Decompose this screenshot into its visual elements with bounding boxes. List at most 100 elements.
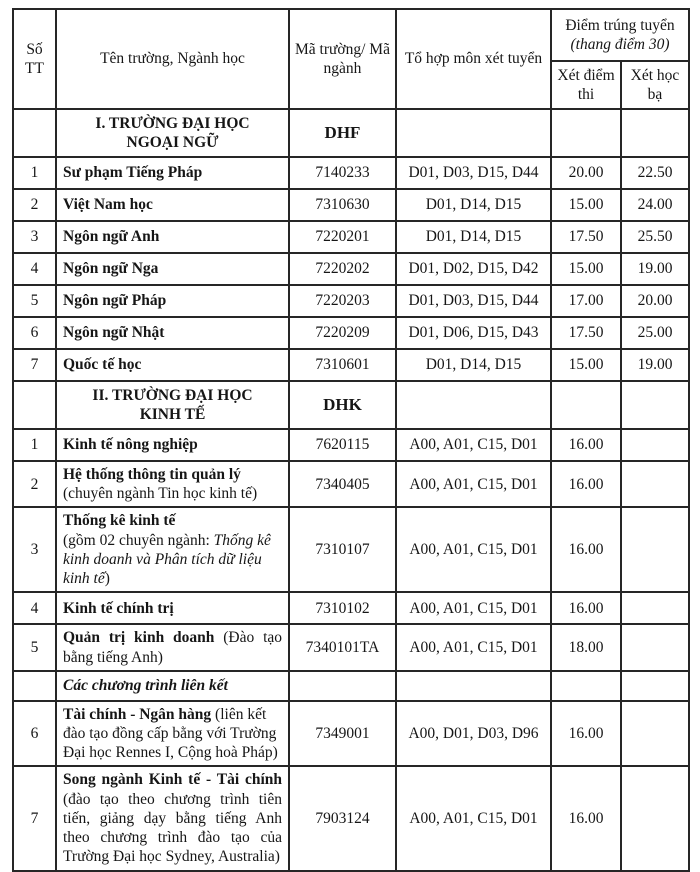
name-cell: Quốc tế học xyxy=(55,348,290,382)
transcript-score-cell: 20.00 xyxy=(620,284,690,318)
combo-cell: A00, A01, C15, D01 xyxy=(395,428,552,462)
code-cell: 7903124 xyxy=(288,765,397,872)
transcript-score-cell: 24.00 xyxy=(620,188,690,222)
name-segment: Ngôn ngữ Nga xyxy=(63,260,159,278)
stt-cell: 4 xyxy=(12,252,57,286)
transcript-score-cell: 25.50 xyxy=(620,220,690,254)
table-row: 4 Kinh tế chính trị 7310102 A00, A01, C15, … xyxy=(12,591,690,626)
table-row: 7 Song ngành Kinh tế - Tài chính (đào tạo… xyxy=(12,765,690,872)
stt-cell: 6 xyxy=(12,316,57,350)
header-score-transcript: Xét học bạ xyxy=(620,60,690,110)
transcript-score-cell xyxy=(620,699,690,768)
code-cell: 7310601 xyxy=(288,348,397,382)
combo-cell: A00, A01, C15, D01 xyxy=(395,623,552,672)
name-cell: Kinh tế nông nghiệp xyxy=(55,428,290,462)
header-score-sub: (thang điểm 30) xyxy=(570,36,670,53)
stt-cell: 6 xyxy=(12,699,57,768)
name-cell: Thống kê kinh tế (gồm 02 chuyên ngành: T… xyxy=(55,506,290,594)
table-row: 4 Ngôn ngữ Nga 7220202 D01, D02, D15, D42 15… xyxy=(12,252,690,286)
code-cell: 7340405 xyxy=(288,459,397,509)
transcript-score-cell xyxy=(620,669,690,702)
exam-score-cell: 15.00 xyxy=(550,348,622,382)
stt-cell: 1 xyxy=(12,428,57,462)
stt-cell: 2 xyxy=(12,459,57,509)
transcript-score-cell xyxy=(620,506,690,594)
name-cell: Kinh tế chính trị xyxy=(55,591,290,626)
combo-cell: D01, D03, D15, D44 xyxy=(395,156,552,190)
code-cell: 7220209 xyxy=(288,316,397,350)
combo-cell: A00, A01, C15, D01 xyxy=(395,591,552,626)
stt-cell: 7 xyxy=(12,765,57,872)
header-combo: Tổ hợp môn xét tuyển xyxy=(395,8,552,110)
code-cell xyxy=(288,669,397,702)
exam-score-cell: 17.50 xyxy=(550,316,622,350)
combo-cell: D01, D14, D15 xyxy=(395,348,552,382)
header-row-sub: Xét điểm thi Xét học bạ xyxy=(13,60,690,110)
table-row: 3 Ngôn ngữ Anh 7220201 D01, D14, D15 17.50 25… xyxy=(12,220,690,254)
exam-score-cell xyxy=(550,108,622,158)
name-cell: Song ngành Kinh tế - Tài chính (đào tạo … xyxy=(55,765,290,872)
name-cell: Việt Nam học xyxy=(55,188,290,222)
table-row: 6 Tài chính - Ngân hàng (liên kết đào tạo… xyxy=(12,699,690,768)
transcript-score-cell: 19.00 xyxy=(620,252,690,286)
section-code-cell: DHF xyxy=(288,108,397,158)
code-cell: 7310630 xyxy=(288,188,397,222)
combo-cell xyxy=(395,108,552,158)
table-row: 5 Quản trị kinh doanh (Đào tạo bằng tiếng… xyxy=(12,623,690,672)
name-cell: Ngôn ngữ Pháp xyxy=(55,284,290,318)
exam-score-cell xyxy=(550,380,622,430)
exam-score-cell: 20.00 xyxy=(550,156,622,190)
table-row: 2 Việt Nam học 7310630 D01, D14, D15 15.00 24… xyxy=(12,188,690,222)
stt-cell: 3 xyxy=(12,220,57,254)
name-segment: (gồm 02 chuyên ngành: xyxy=(63,531,214,549)
name-segment: Tài chính - Ngân hàng xyxy=(63,705,212,723)
name-segment: Việt Nam học xyxy=(63,196,153,214)
header-score-exam: Xét điểm thi xyxy=(550,60,622,110)
transcript-score-cell xyxy=(620,591,690,626)
exam-score-cell xyxy=(550,669,622,702)
stt-cell: 5 xyxy=(12,284,57,318)
table-header: Số TT Tên trường, Ngành học Mã trường/ M… xyxy=(12,8,690,110)
header-code: Mã trường/ Mã ngành xyxy=(288,8,397,110)
subsection-title-cell: Các chương trình liên kết xyxy=(55,669,290,702)
stt-cell: 3 xyxy=(12,506,57,594)
combo-cell: A00, D01, D03, D96 xyxy=(395,699,552,768)
exam-score-cell: 18.00 xyxy=(550,623,622,672)
transcript-score-cell xyxy=(620,108,690,158)
transcript-score-cell xyxy=(620,765,690,872)
exam-score-cell: 16.00 xyxy=(550,459,622,509)
header-school: Tên trường, Ngành học xyxy=(55,8,290,110)
combo-cell: D01, D14, D15 xyxy=(395,220,552,254)
exam-score-cell: 15.00 xyxy=(550,252,622,286)
transcript-score-cell: 25.00 xyxy=(620,316,690,350)
name-segment: Hệ thống thông tin quản lý xyxy=(63,466,241,483)
code-cell: 7310107 xyxy=(288,506,397,594)
combo-cell: D01, D03, D15, D44 xyxy=(395,284,552,318)
name-segment: (Đào tạo bằng tiếng Anh) xyxy=(63,629,286,666)
combo-cell: D01, D06, D15, D43 xyxy=(395,316,552,350)
name-segment: Sư phạm Tiếng Pháp xyxy=(63,164,203,182)
exam-score-cell: 17.50 xyxy=(550,220,622,254)
section-title-cell: I. TRƯỜNG ĐẠI HỌC NGOẠI NGỮ xyxy=(55,108,290,158)
combo-cell: D01, D02, D15, D42 xyxy=(395,252,552,286)
transcript-score-cell xyxy=(620,380,690,430)
stt-cell: 7 xyxy=(12,348,57,382)
stt-cell: 1 xyxy=(12,156,57,190)
code-cell: 7620115 xyxy=(288,428,397,462)
exam-score-cell: 16.00 xyxy=(550,591,622,626)
section-row: I. TRƯỜNG ĐẠI HỌC NGOẠI NGỮ DHF xyxy=(12,108,690,158)
header-score-main: Điểm trúng tuyển xyxy=(565,16,675,34)
name-segment: Ngôn ngữ Anh xyxy=(63,228,160,246)
exam-score-cell: 16.00 xyxy=(550,506,622,594)
transcript-score-cell xyxy=(620,428,690,462)
code-cell: 7340101TA xyxy=(288,623,397,672)
exam-score-cell: 16.00 xyxy=(550,699,622,768)
name-segment: Quản trị kinh doanh xyxy=(63,629,215,647)
exam-score-cell: 15.00 xyxy=(550,188,622,222)
name-cell: Hệ thống thông tin quản lý (chuyên ngành… xyxy=(55,459,290,509)
transcript-score-cell xyxy=(620,623,690,672)
table-row: 1 Kinh tế nông nghiệp 7620115 A00, A01, C15… xyxy=(12,428,690,462)
name-cell: Sư phạm Tiếng Pháp xyxy=(55,156,290,190)
name-segment: Kinh tế chính trị xyxy=(63,599,174,617)
